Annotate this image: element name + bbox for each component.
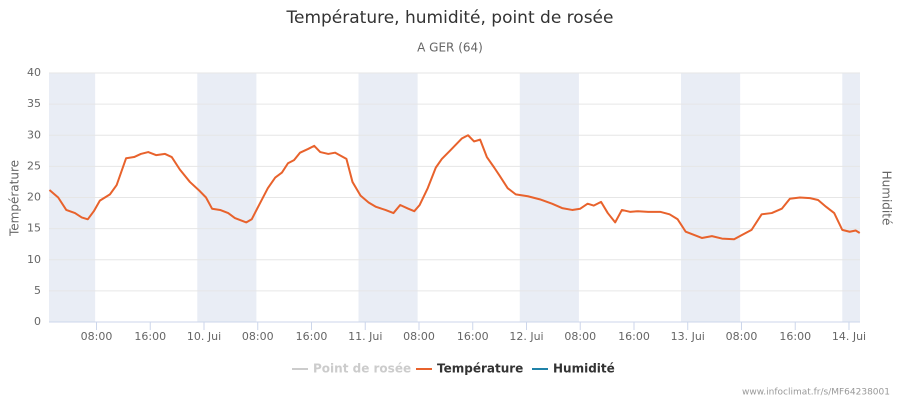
y-axis-title: Température	[8, 160, 22, 237]
y-tick-label: 20	[27, 191, 41, 204]
y-tick-label: 15	[27, 222, 41, 235]
x-tick-label: 08:00	[403, 330, 435, 343]
x-tick-label: 14. Jui	[832, 330, 866, 343]
x-tick-label: 13. Jui	[671, 330, 705, 343]
chart-title: Température, humidité, point de rosée	[286, 8, 614, 28]
x-tick-label: 10. Jui	[187, 330, 221, 343]
x-tick-label: 11. Jui	[348, 330, 382, 343]
legend-item[interactable]: Température	[416, 362, 523, 376]
x-tick-label: 08:00	[81, 330, 113, 343]
y-tick-label: 5	[34, 284, 41, 297]
x-tick-label: 16:00	[296, 330, 328, 343]
x-tick-label: 16:00	[457, 330, 489, 343]
legend-item[interactable]: Point de rosée	[292, 362, 411, 376]
y-tick-label: 35	[27, 97, 41, 110]
x-tick-label: 16:00	[618, 330, 650, 343]
y-tick-label: 10	[27, 253, 41, 266]
y-tick-label: 0	[34, 315, 41, 328]
x-tick-label: 16:00	[134, 330, 166, 343]
legend-label: Humidité	[553, 362, 615, 376]
legend-label: Point de rosée	[313, 362, 411, 376]
x-tick-label: 08:00	[242, 330, 274, 343]
temperature-line	[48, 134, 861, 241]
x-tick-label: 08:00	[564, 330, 596, 343]
y-tick-label: 30	[27, 128, 41, 141]
x-tick-label: 12. Jui	[509, 330, 543, 343]
chart-subtitle: A GER (64)	[417, 41, 483, 55]
legend-item[interactable]: Humidité	[532, 362, 615, 376]
y-tick-label: 40	[27, 66, 41, 79]
x-tick-label: 08:00	[726, 330, 758, 343]
credit: www.infoclimat.fr/s/MF64238001	[742, 388, 890, 398]
legend-label: Température	[437, 362, 523, 376]
x-tick-label: 16:00	[779, 330, 811, 343]
y-tick-label: 25	[27, 159, 41, 172]
y2-axis-title: Humidité	[880, 171, 894, 226]
